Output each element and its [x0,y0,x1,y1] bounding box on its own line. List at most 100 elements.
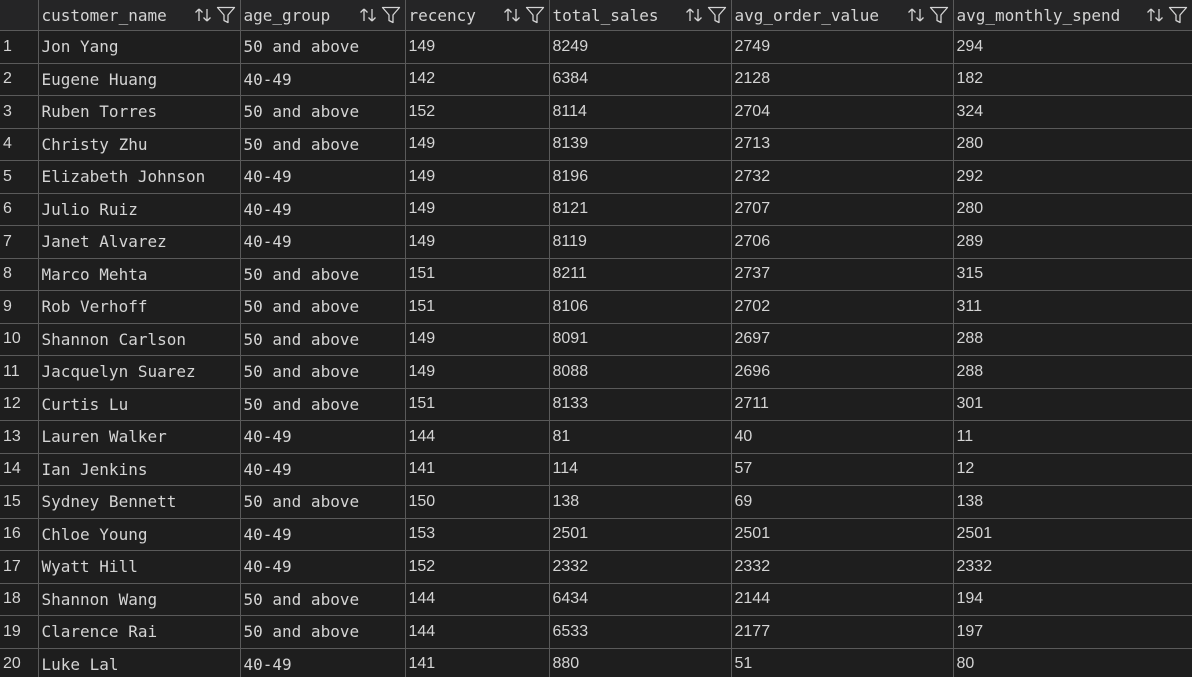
table-row[interactable]: 17 Wyatt Hill 40-49 152 2332 2332 2332 [0,550,1192,584]
cell-recency[interactable]: 151 [405,258,550,291]
column-header-avg-monthly-spend[interactable]: avg_monthly_spend [953,0,1192,31]
cell-age-group[interactable]: 50 and above [240,128,406,161]
table-row[interactable]: 5 Elizabeth Johnson 40-49 149 8196 2732 292 [0,160,1192,194]
table-row[interactable]: 2 Eugene Huang 40-49 142 6384 2128 182 [0,63,1192,96]
cell-recency[interactable]: 141 [405,453,550,486]
table-row[interactable]: 10 Shannon Carlson 50 and above 149 8091 2697… [0,323,1192,356]
cell-customer-name[interactable]: Ruben Torres [38,95,241,129]
row-number[interactable]: 4 [0,128,39,161]
cell-avg-monthly-spend[interactable]: 288 [953,323,1192,356]
cell-avg-order-value[interactable]: 2711 [731,388,954,421]
cell-recency[interactable]: 150 [405,485,550,519]
row-number[interactable]: 9 [0,290,39,324]
cell-age-group[interactable]: 50 and above [240,485,406,519]
cell-avg-order-value[interactable]: 2128 [731,63,954,96]
cell-avg-monthly-spend[interactable]: 194 [953,583,1192,616]
cell-customer-name[interactable]: Lauren Walker [38,420,241,454]
cell-age-group[interactable]: 50 and above [240,323,406,356]
cell-age-group[interactable]: 40-49 [240,63,406,96]
cell-total-sales[interactable]: 6384 [549,63,732,96]
cell-avg-order-value[interactable]: 2706 [731,225,954,259]
cell-avg-monthly-spend[interactable]: 280 [953,193,1192,226]
cell-customer-name[interactable]: Jacquelyn Suarez [38,355,241,389]
cell-total-sales[interactable]: 8139 [549,128,732,161]
row-number[interactable]: 18 [0,583,39,616]
row-number[interactable]: 20 [0,648,39,677]
cell-avg-monthly-spend[interactable]: 197 [953,615,1192,649]
cell-avg-order-value[interactable]: 2144 [731,583,954,616]
cell-avg-order-value[interactable]: 2704 [731,95,954,129]
cell-avg-order-value[interactable]: 51 [731,648,954,677]
cell-age-group[interactable]: 40-49 [240,225,406,259]
cell-age-group[interactable]: 50 and above [240,388,406,421]
row-number[interactable]: 8 [0,258,39,291]
cell-total-sales[interactable]: 6434 [549,583,732,616]
row-number[interactable]: 3 [0,95,39,129]
table-row[interactable]: 13 Lauren Walker 40-49 144 81 40 11 [0,420,1192,454]
cell-avg-monthly-spend[interactable]: 311 [953,290,1192,324]
row-number[interactable]: 6 [0,193,39,226]
cell-avg-monthly-spend[interactable]: 292 [953,160,1192,194]
cell-avg-monthly-spend[interactable]: 11 [953,420,1192,454]
cell-recency[interactable]: 149 [405,128,550,161]
row-number[interactable]: 19 [0,615,39,649]
table-row[interactable]: 20 Luke Lal 40-49 141 880 51 80 [0,648,1192,677]
table-row[interactable]: 16 Chloe Young 40-49 153 2501 2501 2501 [0,518,1192,551]
cell-avg-order-value[interactable]: 2501 [731,518,954,551]
cell-customer-name[interactable]: Eugene Huang [38,63,241,96]
cell-age-group[interactable]: 50 and above [240,290,406,324]
cell-total-sales[interactable]: 8106 [549,290,732,324]
cell-recency[interactable]: 151 [405,290,550,324]
cell-recency[interactable]: 141 [405,648,550,677]
cell-recency[interactable]: 144 [405,615,550,649]
filter-icon[interactable] [525,6,545,24]
cell-avg-monthly-spend[interactable]: 294 [953,30,1192,64]
cell-age-group[interactable]: 50 and above [240,30,406,64]
cell-avg-monthly-spend[interactable]: 288 [953,355,1192,389]
cell-age-group[interactable]: 40-49 [240,648,406,677]
cell-customer-name[interactable]: Clarence Rai [38,615,241,649]
cell-total-sales[interactable]: 8249 [549,30,732,64]
cell-avg-monthly-spend[interactable]: 12 [953,453,1192,486]
cell-recency[interactable]: 152 [405,550,550,584]
filter-icon[interactable] [216,6,236,24]
row-number[interactable]: 1 [0,30,39,64]
cell-age-group[interactable]: 40-49 [240,453,406,486]
row-number[interactable]: 5 [0,160,39,194]
cell-avg-monthly-spend[interactable]: 280 [953,128,1192,161]
sort-icon[interactable] [1146,7,1164,23]
column-header-avg-order-value[interactable]: avg_order_value [731,0,954,31]
cell-avg-monthly-spend[interactable]: 301 [953,388,1192,421]
filter-icon[interactable] [707,6,727,24]
cell-customer-name[interactable]: Julio Ruiz [38,193,241,226]
cell-age-group[interactable]: 40-49 [240,420,406,454]
cell-recency[interactable]: 144 [405,583,550,616]
cell-total-sales[interactable]: 880 [549,648,732,677]
cell-customer-name[interactable]: Shannon Carlson [38,323,241,356]
table-row[interactable]: 7 Janet Alvarez 40-49 149 8119 2706 289 [0,225,1192,259]
cell-age-group[interactable]: 40-49 [240,518,406,551]
cell-avg-monthly-spend[interactable]: 324 [953,95,1192,129]
cell-total-sales[interactable]: 81 [549,420,732,454]
row-number[interactable]: 2 [0,63,39,96]
cell-avg-order-value[interactable]: 57 [731,453,954,486]
cell-total-sales[interactable]: 8121 [549,193,732,226]
cell-avg-order-value[interactable]: 40 [731,420,954,454]
sort-icon[interactable] [503,7,521,23]
cell-recency[interactable]: 149 [405,160,550,194]
cell-customer-name[interactable]: Christy Zhu [38,128,241,161]
cell-age-group[interactable]: 50 and above [240,95,406,129]
cell-total-sales[interactable]: 6533 [549,615,732,649]
column-header-customer-name[interactable]: customer_name [38,0,241,31]
cell-total-sales[interactable]: 114 [549,453,732,486]
row-number[interactable]: 12 [0,388,39,421]
row-number[interactable]: 14 [0,453,39,486]
cell-age-group[interactable]: 50 and above [240,615,406,649]
cell-customer-name[interactable]: Ian Jenkins [38,453,241,486]
cell-recency[interactable]: 153 [405,518,550,551]
cell-total-sales[interactable]: 2501 [549,518,732,551]
cell-customer-name[interactable]: Marco Mehta [38,258,241,291]
cell-age-group[interactable]: 40-49 [240,160,406,194]
cell-recency[interactable]: 149 [405,30,550,64]
cell-avg-monthly-spend[interactable]: 2501 [953,518,1192,551]
